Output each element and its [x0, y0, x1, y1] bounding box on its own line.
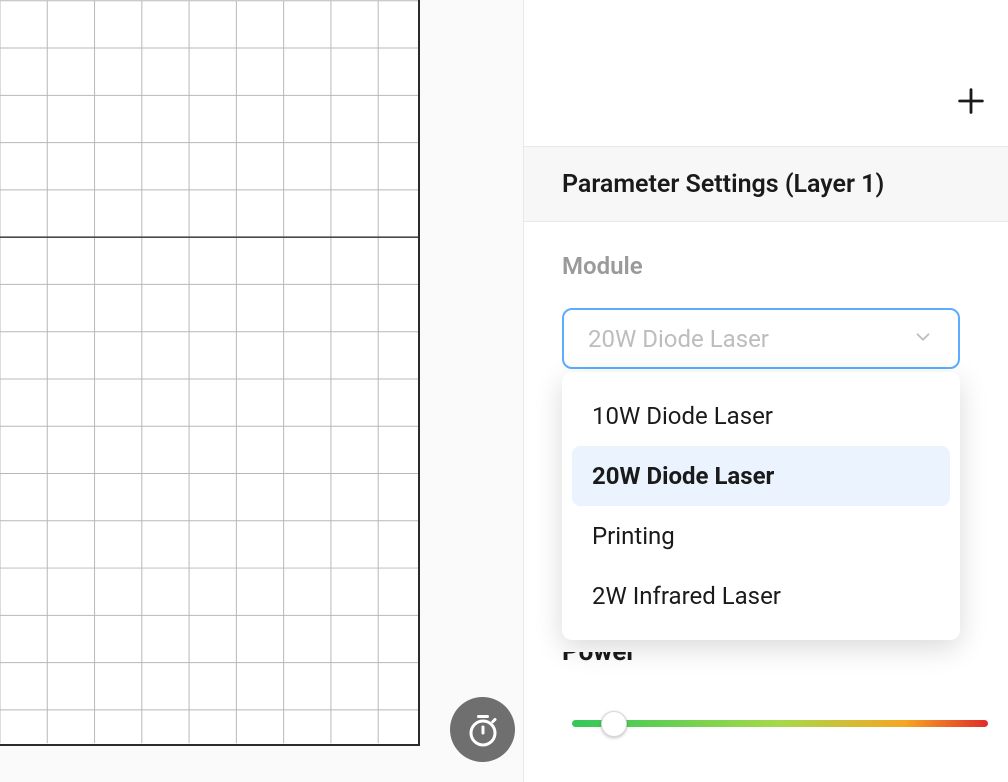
power-slider-thumb[interactable] [601, 711, 627, 737]
power-label: Power [562, 652, 682, 672]
power-slider-track [572, 720, 988, 727]
right-sidebar: Parameter Settings (Layer 1) Module 20W … [523, 0, 1008, 782]
module-option[interactable]: 10W Diode Laser [572, 386, 950, 446]
stopwatch-button[interactable] [450, 697, 515, 762]
app-root: Parameter Settings (Layer 1) Module 20W … [0, 0, 1008, 782]
power-slider[interactable] [572, 720, 988, 740]
canvas-scroll-area [0, 0, 523, 782]
sidebar-top-section [524, 0, 1008, 146]
module-option[interactable]: 20W Diode Laser [572, 446, 950, 506]
workspace-grid [0, 0, 418, 744]
add-button[interactable] [950, 80, 992, 122]
module-dropdown: 10W Diode Laser20W Diode LaserPrinting2W… [562, 372, 960, 640]
module-option[interactable]: 2W Infrared Laser [572, 566, 950, 626]
stopwatch-icon [465, 712, 501, 748]
panel-header: Parameter Settings (Layer 1) [524, 146, 1008, 222]
workspace-canvas[interactable] [0, 0, 420, 746]
module-option[interactable]: Printing [572, 506, 950, 566]
panel-body: Module 20W Diode Laser 10W Diode Laser20… [524, 222, 1008, 369]
chevron-down-icon [912, 326, 934, 352]
module-select-value: 20W Diode Laser [588, 325, 912, 353]
plus-icon [954, 84, 988, 118]
module-select[interactable]: 20W Diode Laser [562, 308, 960, 369]
panel-title: Parameter Settings (Layer 1) [562, 170, 884, 199]
module-label: Module [562, 252, 970, 280]
